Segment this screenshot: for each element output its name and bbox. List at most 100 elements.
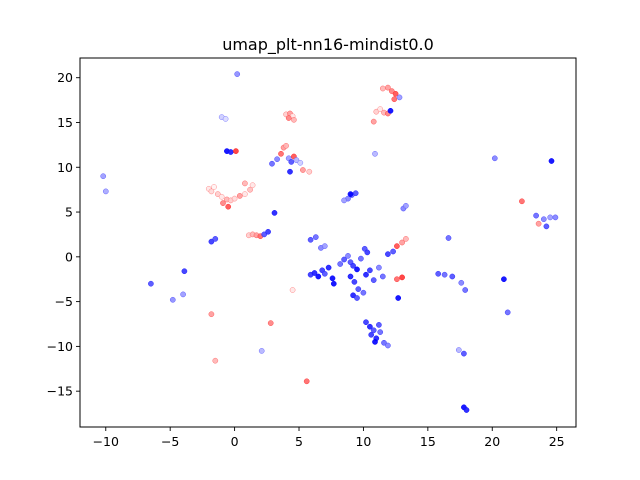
scatter-point xyxy=(242,191,248,197)
scatter-point xyxy=(543,223,550,230)
scatter-point xyxy=(287,168,293,175)
scatter-point xyxy=(234,71,241,77)
y-tick-label: 20 xyxy=(57,70,73,85)
scatter-point xyxy=(370,277,377,283)
scatter-point xyxy=(271,210,278,216)
x-tick-label: 10 xyxy=(355,434,371,449)
scatter-point xyxy=(435,270,442,277)
scatter-point xyxy=(300,167,306,173)
scatter-point xyxy=(377,329,384,335)
scatter-point xyxy=(547,214,554,221)
scatter-point xyxy=(368,331,375,338)
scatter-point xyxy=(208,188,215,195)
scatter-point xyxy=(321,243,328,249)
scatter-point xyxy=(347,191,354,197)
scatter-point xyxy=(249,182,256,189)
scatter-point xyxy=(227,149,234,155)
scatter-point xyxy=(373,108,380,115)
scatter-point xyxy=(392,90,399,97)
y-axis-ticks: −15 −10 −5 0 5 10 15 20 xyxy=(47,70,80,399)
scatter-point xyxy=(225,203,232,210)
scatter-point xyxy=(307,236,314,243)
scatter-point xyxy=(311,270,318,276)
scatter-point xyxy=(148,280,154,287)
scatter-point xyxy=(367,323,373,330)
y-tick-label: −10 xyxy=(47,339,73,354)
scatter-point xyxy=(352,190,359,197)
scatter-point xyxy=(396,94,403,101)
scatter-point xyxy=(403,202,409,209)
scatter-point xyxy=(347,273,354,280)
scatter-point xyxy=(285,115,292,121)
scatter-point xyxy=(504,309,511,316)
scatter-point xyxy=(283,142,289,149)
scatter-point xyxy=(306,168,313,175)
scatter-point xyxy=(337,261,344,267)
scatter-point xyxy=(288,159,295,165)
scatter-point xyxy=(354,266,360,273)
scatter-point xyxy=(372,339,378,345)
scatter-point xyxy=(363,271,369,278)
scatter-point xyxy=(180,291,186,298)
points-layer xyxy=(100,71,559,413)
scatter-point xyxy=(399,274,405,281)
scatter-point xyxy=(354,295,360,301)
scatter-point xyxy=(315,273,322,280)
scatter-point xyxy=(341,197,347,204)
scatter-point xyxy=(535,220,542,227)
scatter-point xyxy=(242,180,248,187)
scatter-point xyxy=(100,173,107,180)
scatter-point xyxy=(220,200,226,206)
scatter-point xyxy=(388,88,395,94)
scatter-point xyxy=(455,347,462,353)
scatter-point xyxy=(278,150,284,157)
scatter-point xyxy=(370,118,377,125)
x-tick-label: 5 xyxy=(295,434,303,449)
scatter-point xyxy=(462,287,469,293)
scatter-point xyxy=(540,216,547,223)
x-tick-label: 0 xyxy=(231,434,239,449)
scatter-point xyxy=(385,342,391,349)
scatter-point xyxy=(218,193,225,200)
scatter-point xyxy=(350,262,356,269)
scatter-point xyxy=(463,407,470,413)
scatter-point xyxy=(236,193,243,199)
scatter-point xyxy=(267,320,274,326)
scatter-point xyxy=(303,378,310,385)
scatter-point xyxy=(461,350,467,357)
scatter-point xyxy=(379,85,386,92)
scatter-point xyxy=(394,276,400,283)
scatter-point xyxy=(222,116,229,122)
scatter-point xyxy=(391,96,398,103)
scatter-point xyxy=(214,191,221,197)
scatter-point xyxy=(441,271,448,278)
chart-title: umap_plt-nn16-mindist0.0 xyxy=(222,35,434,55)
y-tick-label: 5 xyxy=(65,205,73,220)
scatter-point xyxy=(501,276,507,283)
scatter-point xyxy=(358,255,364,262)
scatter-point xyxy=(370,327,377,334)
scatter-point xyxy=(341,256,347,263)
scatter-point xyxy=(330,280,337,287)
scatter-point xyxy=(449,273,456,280)
scatter-point xyxy=(367,267,373,274)
scatter-point xyxy=(385,84,391,91)
scatter-point xyxy=(269,160,275,167)
scatter-point xyxy=(363,319,369,326)
scatter-point xyxy=(385,251,391,257)
scatter-point xyxy=(552,214,559,221)
scatter-point xyxy=(321,270,328,277)
scatter-point xyxy=(381,339,387,346)
scatter-point xyxy=(387,107,394,114)
scatter-point xyxy=(376,322,382,328)
scatter-point xyxy=(364,249,371,256)
y-tick-label: −5 xyxy=(55,294,73,309)
scatter-point xyxy=(293,157,300,163)
scatter-point xyxy=(355,286,362,292)
scatter-point xyxy=(312,234,319,240)
scatter-point xyxy=(548,158,555,164)
scatter-point xyxy=(372,150,378,157)
x-tick-label: −5 xyxy=(161,434,179,449)
